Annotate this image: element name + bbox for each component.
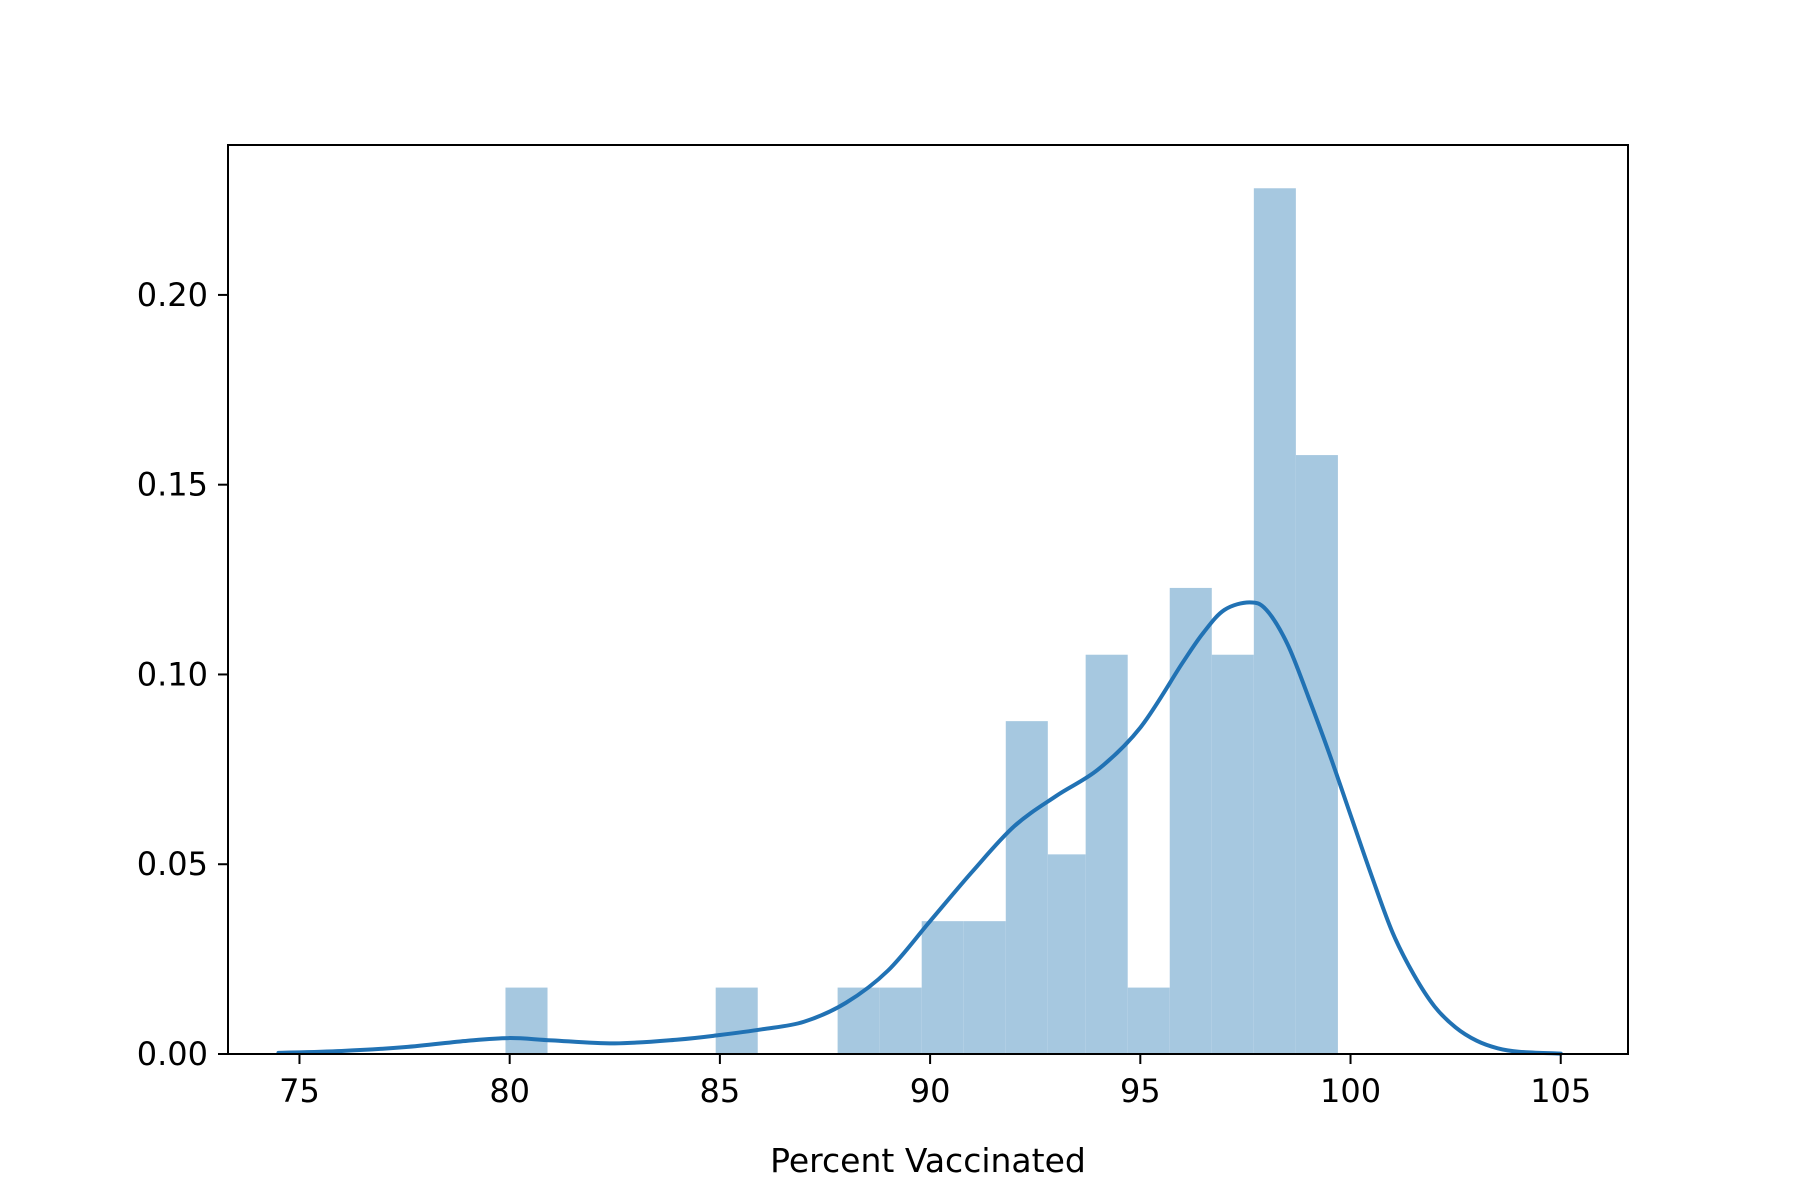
y-tick-label: 0.15 <box>137 466 208 504</box>
x-axis-ticks: 75 80 85 90 95 100 105 <box>279 1054 1591 1110</box>
histogram-bar-5 <box>715 987 758 1054</box>
histogram-bar-15 <box>1127 987 1170 1054</box>
y-axis-ticks: 0.00 0.05 0.10 0.15 0.20 <box>137 276 228 1073</box>
histogram-bars <box>505 188 1338 1055</box>
histogram-bar-11 <box>963 921 1006 1054</box>
x-tick-label: 105 <box>1530 1072 1591 1110</box>
x-tick-label: 95 <box>1120 1072 1161 1110</box>
histogram-bar-17 <box>1211 654 1254 1054</box>
y-tick-label: 0.20 <box>137 276 208 314</box>
histogram-bar-14 <box>1085 654 1128 1054</box>
y-tick-label: 0.10 <box>137 655 208 693</box>
y-tick-label: 0.00 <box>137 1035 208 1073</box>
kde-line <box>276 600 1563 1056</box>
x-tick-label: 100 <box>1320 1072 1381 1110</box>
x-tick-label: 80 <box>489 1072 530 1110</box>
kde-curve-layer <box>276 600 1563 1056</box>
histogram-bar-9 <box>879 987 922 1054</box>
histogram-bar-12 <box>1005 721 1048 1054</box>
x-tick-label: 75 <box>279 1072 320 1110</box>
y-tick-label: 0.05 <box>137 845 208 883</box>
x-axis-label: Percent Vaccinated <box>770 1141 1086 1180</box>
histogram-bar-8 <box>837 987 880 1054</box>
x-tick-label: 85 <box>700 1072 741 1110</box>
histogram-bar-13 <box>1047 854 1086 1054</box>
plot-area-frame <box>227 144 1629 1055</box>
histogram-bar-10 <box>921 921 964 1054</box>
histogram-bar-0 <box>505 987 548 1054</box>
x-tick-label: 90 <box>910 1072 951 1110</box>
histogram-bar-16 <box>1169 587 1212 1054</box>
